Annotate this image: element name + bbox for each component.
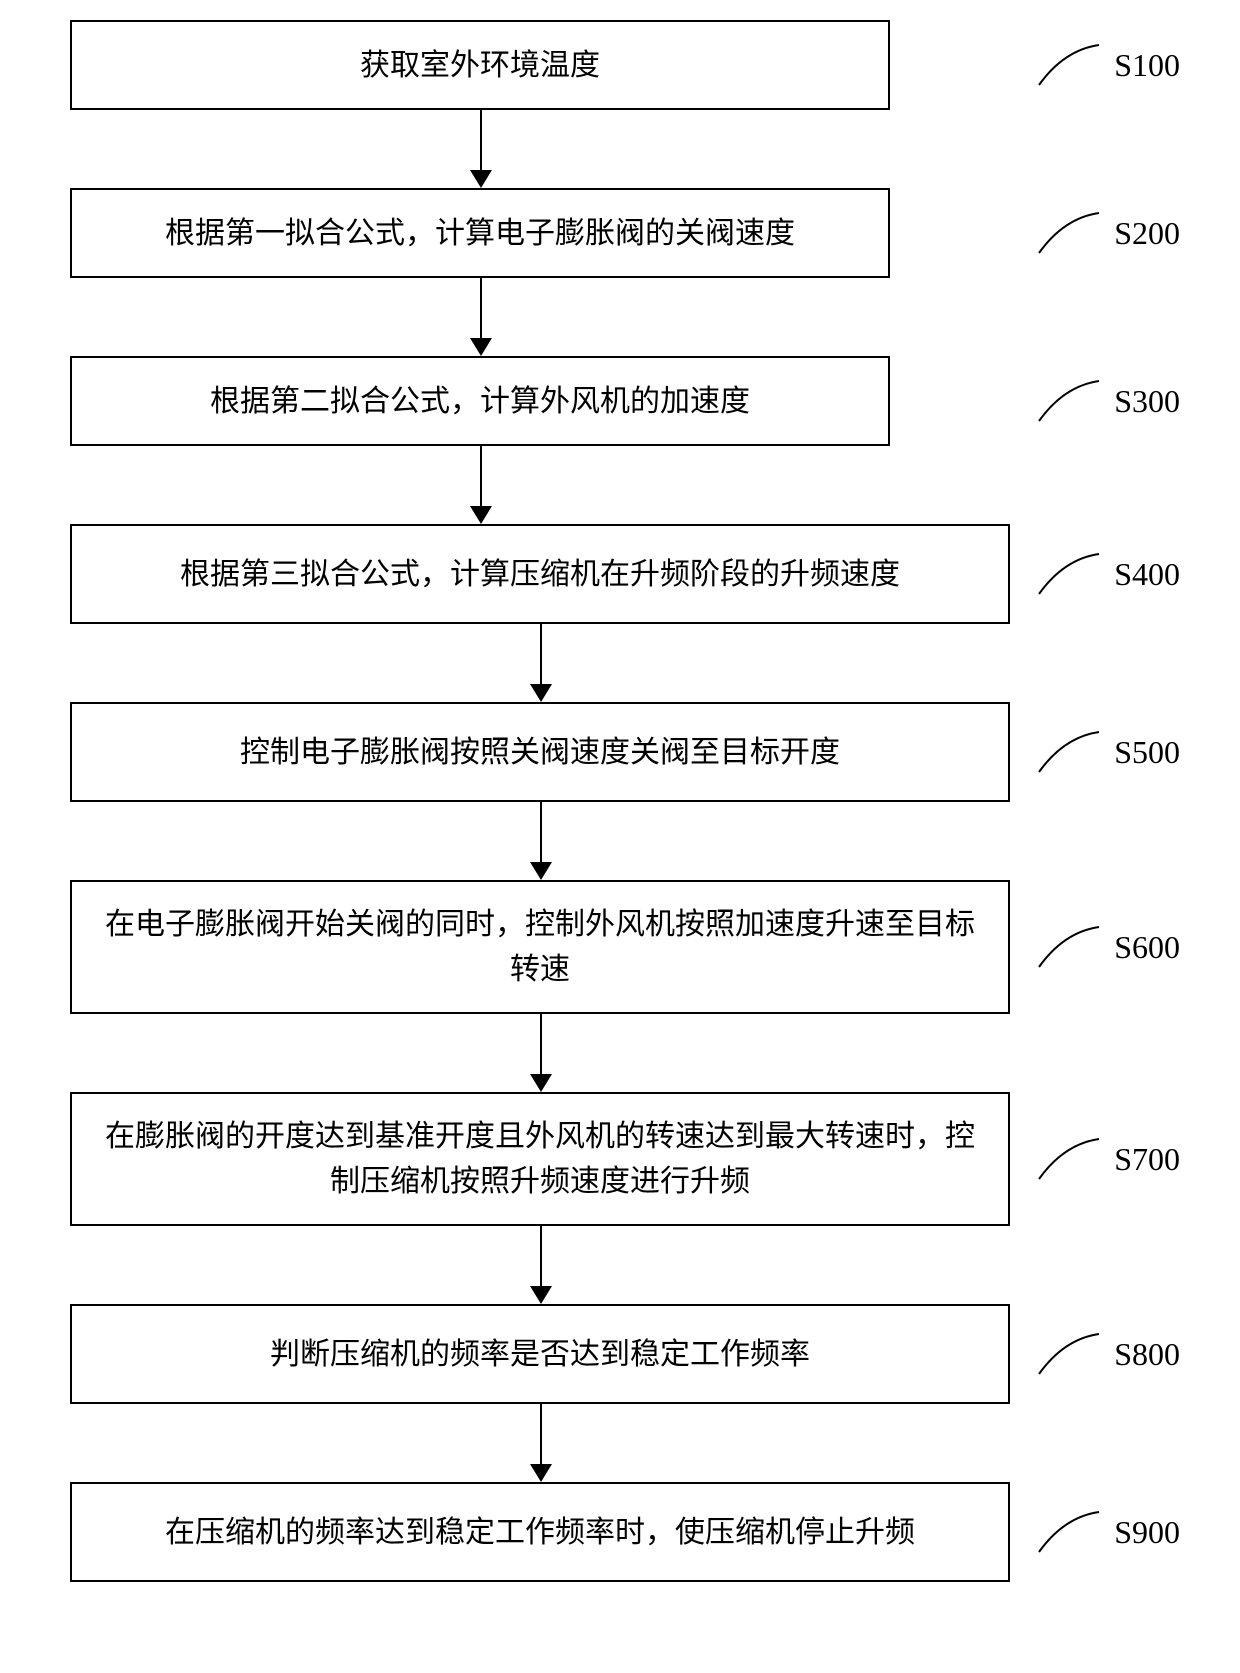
arrow-line: [480, 446, 482, 508]
step-label: S100: [1114, 47, 1180, 84]
label-wrapper-s300: S300: [1034, 376, 1180, 426]
arrow-s600-s700: [30, 1014, 1210, 1092]
step-text: 控制电子膨胀阀按照关阀速度关阀至目标开度: [240, 730, 840, 775]
step-label: S700: [1114, 1141, 1180, 1178]
arrow-s800-s900: [30, 1404, 1210, 1482]
arrow-line: [540, 1226, 542, 1288]
step-box-s600: 在电子膨胀阀开始关阀的同时，控制外风机按照加速度升速至目标转速: [70, 880, 1010, 1014]
arrow-line: [480, 278, 482, 340]
step-row-s900: 在压缩机的频率达到稳定工作频率时，使压缩机停止升频 S900: [30, 1482, 1210, 1582]
step-text: 在膨胀阀的开度达到基准开度且外风机的转速达到最大转速时，控制压缩机按照升频速度进…: [102, 1114, 978, 1204]
arrow-s500-s600: [30, 802, 1210, 880]
arrow-s300-s400: [30, 446, 1210, 524]
arrow-head-icon: [470, 506, 492, 524]
step-text: 根据第三拟合公式，计算压缩机在升频阶段的升频速度: [180, 552, 900, 597]
arrow-line: [480, 110, 482, 172]
step-text: 在压缩机的频率达到稳定工作频率时，使压缩机停止升频: [165, 1510, 915, 1555]
step-label: S300: [1114, 383, 1180, 420]
step-row-s700: 在膨胀阀的开度达到基准开度且外风机的转速达到最大转速时，控制压缩机按照升频速度进…: [30, 1092, 1210, 1226]
step-text: 在电子膨胀阀开始关阀的同时，控制外风机按照加速度升速至目标转速: [102, 902, 978, 992]
curve-icon: [1034, 40, 1104, 90]
step-text: 判断压缩机的频率是否达到稳定工作频率: [270, 1332, 810, 1377]
step-box-s100: 获取室外环境温度: [70, 20, 890, 110]
step-box-s200: 根据第一拟合公式，计算电子膨胀阀的关阀速度: [70, 188, 890, 278]
arrow-head-icon: [530, 862, 552, 880]
step-row-s500: 控制电子膨胀阀按照关阀速度关阀至目标开度 S500: [30, 702, 1210, 802]
arrow-head-icon: [530, 1464, 552, 1482]
step-row-s800: 判断压缩机的频率是否达到稳定工作频率 S800: [30, 1304, 1210, 1404]
label-wrapper-s600: S600: [1034, 922, 1180, 972]
step-box-s400: 根据第三拟合公式，计算压缩机在升频阶段的升频速度: [70, 524, 1010, 624]
step-label: S900: [1114, 1514, 1180, 1551]
arrow-line: [540, 624, 542, 686]
step-row-s100: 获取室外环境温度 S100: [30, 20, 1210, 110]
arrow-head-icon: [530, 684, 552, 702]
step-label: S800: [1114, 1336, 1180, 1373]
curve-icon: [1034, 727, 1104, 777]
arrow-head-icon: [470, 170, 492, 188]
step-label: S400: [1114, 556, 1180, 593]
step-row-s400: 根据第三拟合公式，计算压缩机在升频阶段的升频速度 S400: [30, 524, 1210, 624]
step-label: S200: [1114, 215, 1180, 252]
curve-icon: [1034, 922, 1104, 972]
flowchart-container: 获取室外环境温度 S100 根据第一拟合公式，计算电子膨胀阀的关阀速度 S200…: [30, 20, 1210, 1582]
step-row-s300: 根据第二拟合公式，计算外风机的加速度 S300: [30, 356, 1210, 446]
curve-icon: [1034, 549, 1104, 599]
step-text: 根据第二拟合公式，计算外风机的加速度: [210, 379, 750, 424]
arrow-line: [540, 1014, 542, 1076]
step-text: 获取室外环境温度: [360, 43, 600, 88]
label-wrapper-s800: S800: [1034, 1329, 1180, 1379]
arrow-head-icon: [470, 338, 492, 356]
label-wrapper-s100: S100: [1034, 40, 1180, 90]
arrow-s100-s200: [30, 110, 1210, 188]
curve-icon: [1034, 376, 1104, 426]
step-box-s900: 在压缩机的频率达到稳定工作频率时，使压缩机停止升频: [70, 1482, 1010, 1582]
label-wrapper-s700: S700: [1034, 1134, 1180, 1184]
label-wrapper-s400: S400: [1034, 549, 1180, 599]
arrow-head-icon: [530, 1074, 552, 1092]
label-wrapper-s500: S500: [1034, 727, 1180, 777]
step-label: S500: [1114, 734, 1180, 771]
step-box-s300: 根据第二拟合公式，计算外风机的加速度: [70, 356, 890, 446]
step-label: S600: [1114, 929, 1180, 966]
arrow-s700-s800: [30, 1226, 1210, 1304]
arrow-head-icon: [530, 1286, 552, 1304]
arrow-s400-s500: [30, 624, 1210, 702]
curve-icon: [1034, 1507, 1104, 1557]
step-row-s200: 根据第一拟合公式，计算电子膨胀阀的关阀速度 S200: [30, 188, 1210, 278]
step-row-s600: 在电子膨胀阀开始关阀的同时，控制外风机按照加速度升速至目标转速 S600: [30, 880, 1210, 1014]
curve-icon: [1034, 1329, 1104, 1379]
step-box-s700: 在膨胀阀的开度达到基准开度且外风机的转速达到最大转速时，控制压缩机按照升频速度进…: [70, 1092, 1010, 1226]
label-wrapper-s200: S200: [1034, 208, 1180, 258]
step-box-s500: 控制电子膨胀阀按照关阀速度关阀至目标开度: [70, 702, 1010, 802]
arrow-line: [540, 802, 542, 864]
curve-icon: [1034, 208, 1104, 258]
arrow-s200-s300: [30, 278, 1210, 356]
arrow-line: [540, 1404, 542, 1466]
curve-icon: [1034, 1134, 1104, 1184]
label-wrapper-s900: S900: [1034, 1507, 1180, 1557]
step-box-s800: 判断压缩机的频率是否达到稳定工作频率: [70, 1304, 1010, 1404]
step-text: 根据第一拟合公式，计算电子膨胀阀的关阀速度: [165, 211, 795, 256]
